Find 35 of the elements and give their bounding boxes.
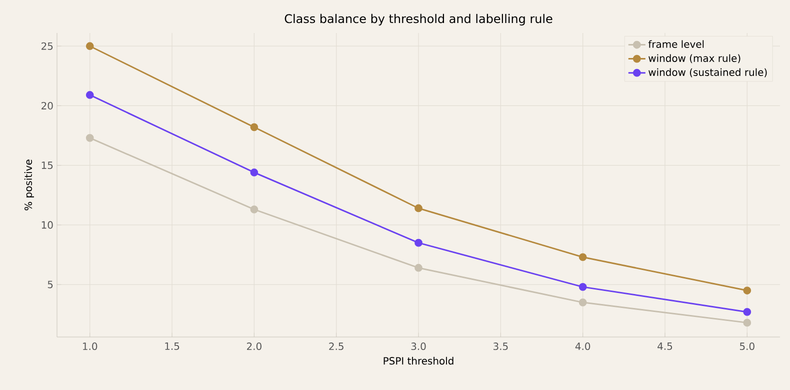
point	[578, 282, 587, 291]
point	[743, 318, 752, 327]
y-tick-label: 25	[42, 42, 53, 50]
point	[250, 123, 258, 132]
y-tick-label: 15	[42, 162, 53, 170]
point	[578, 253, 587, 262]
x-tick-label: 2.5	[329, 342, 344, 350]
legend-label: window (max rule)	[648, 54, 740, 64]
point	[250, 168, 258, 176]
y-tick-label: 10	[42, 221, 53, 229]
legend-label: window (sustained rule)	[648, 68, 767, 78]
legend-label: frame level	[648, 40, 704, 48]
point	[86, 91, 94, 99]
point	[86, 42, 94, 50]
point	[414, 204, 422, 212]
point	[86, 134, 94, 142]
point	[414, 264, 422, 272]
point	[743, 286, 752, 294]
point	[414, 238, 422, 247]
x-tick-label: 1.5	[165, 342, 180, 350]
x-tick-label: 3.0	[411, 342, 426, 350]
x-axis-title: PSPI threshold	[384, 356, 454, 365]
point	[743, 308, 752, 316]
x-tick-label: 4.5	[658, 342, 672, 350]
point	[250, 206, 258, 214]
x-tick-label: 3.5	[494, 342, 508, 350]
x-tick-label: 5.0	[740, 342, 754, 350]
y-tick-label: 5	[48, 280, 53, 288]
point	[578, 298, 587, 306]
x-tick-label: 4.0	[575, 342, 590, 350]
x-tick-label: 2.0	[246, 342, 262, 350]
chart-title: Class balance by threshold and labelling rule	[284, 14, 552, 26]
y-tick-label: 20	[42, 102, 53, 110]
x-tick-label: 1.0	[83, 342, 98, 350]
y-axis-title: % positive	[24, 160, 34, 210]
